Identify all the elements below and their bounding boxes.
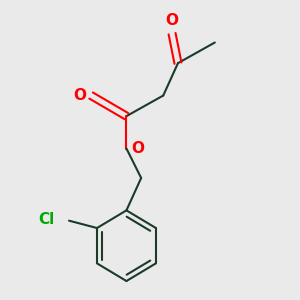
Text: O: O bbox=[166, 14, 178, 28]
Text: Cl: Cl bbox=[39, 212, 55, 227]
Text: O: O bbox=[132, 141, 145, 156]
Text: O: O bbox=[74, 88, 87, 103]
